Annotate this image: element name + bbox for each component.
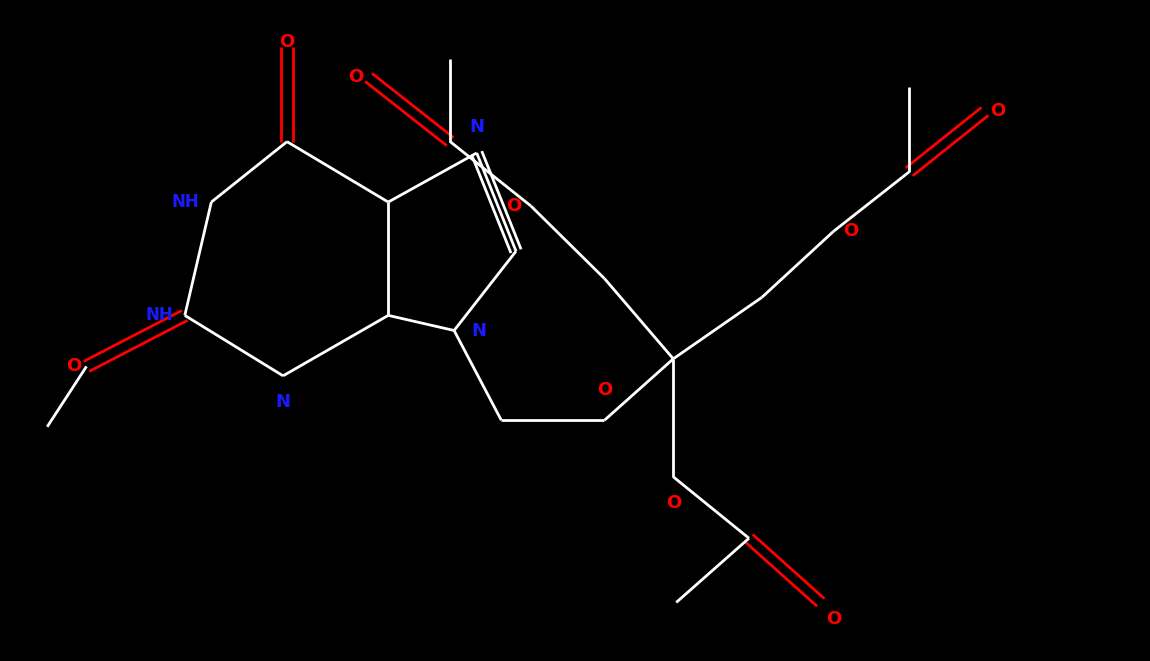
Text: O: O [67, 358, 82, 375]
Text: O: O [990, 102, 1005, 120]
Text: NH: NH [145, 307, 172, 325]
Text: N: N [276, 393, 291, 411]
Text: O: O [506, 197, 521, 215]
Text: O: O [597, 381, 612, 399]
Text: O: O [348, 69, 363, 87]
Text: NH: NH [171, 193, 200, 211]
Text: O: O [826, 610, 841, 628]
Text: N: N [469, 118, 484, 136]
Text: O: O [279, 34, 294, 52]
Text: N: N [472, 321, 486, 340]
Text: O: O [843, 222, 859, 241]
Text: O: O [666, 494, 681, 512]
